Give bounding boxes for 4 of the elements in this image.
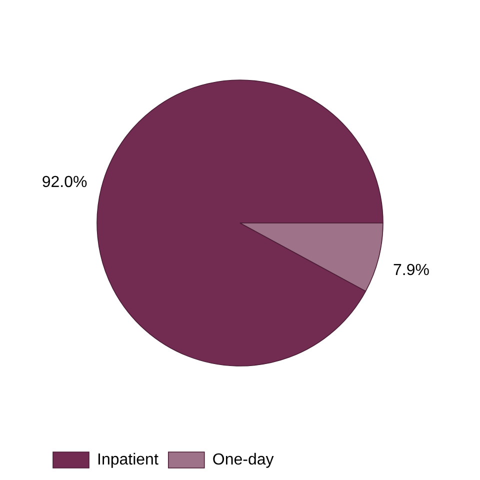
data-label: 7.9% — [393, 262, 430, 279]
legend-label: Inpatient — [97, 451, 159, 468]
data-label: 92.0% — [42, 174, 88, 191]
legend-label: One-day — [212, 451, 274, 468]
